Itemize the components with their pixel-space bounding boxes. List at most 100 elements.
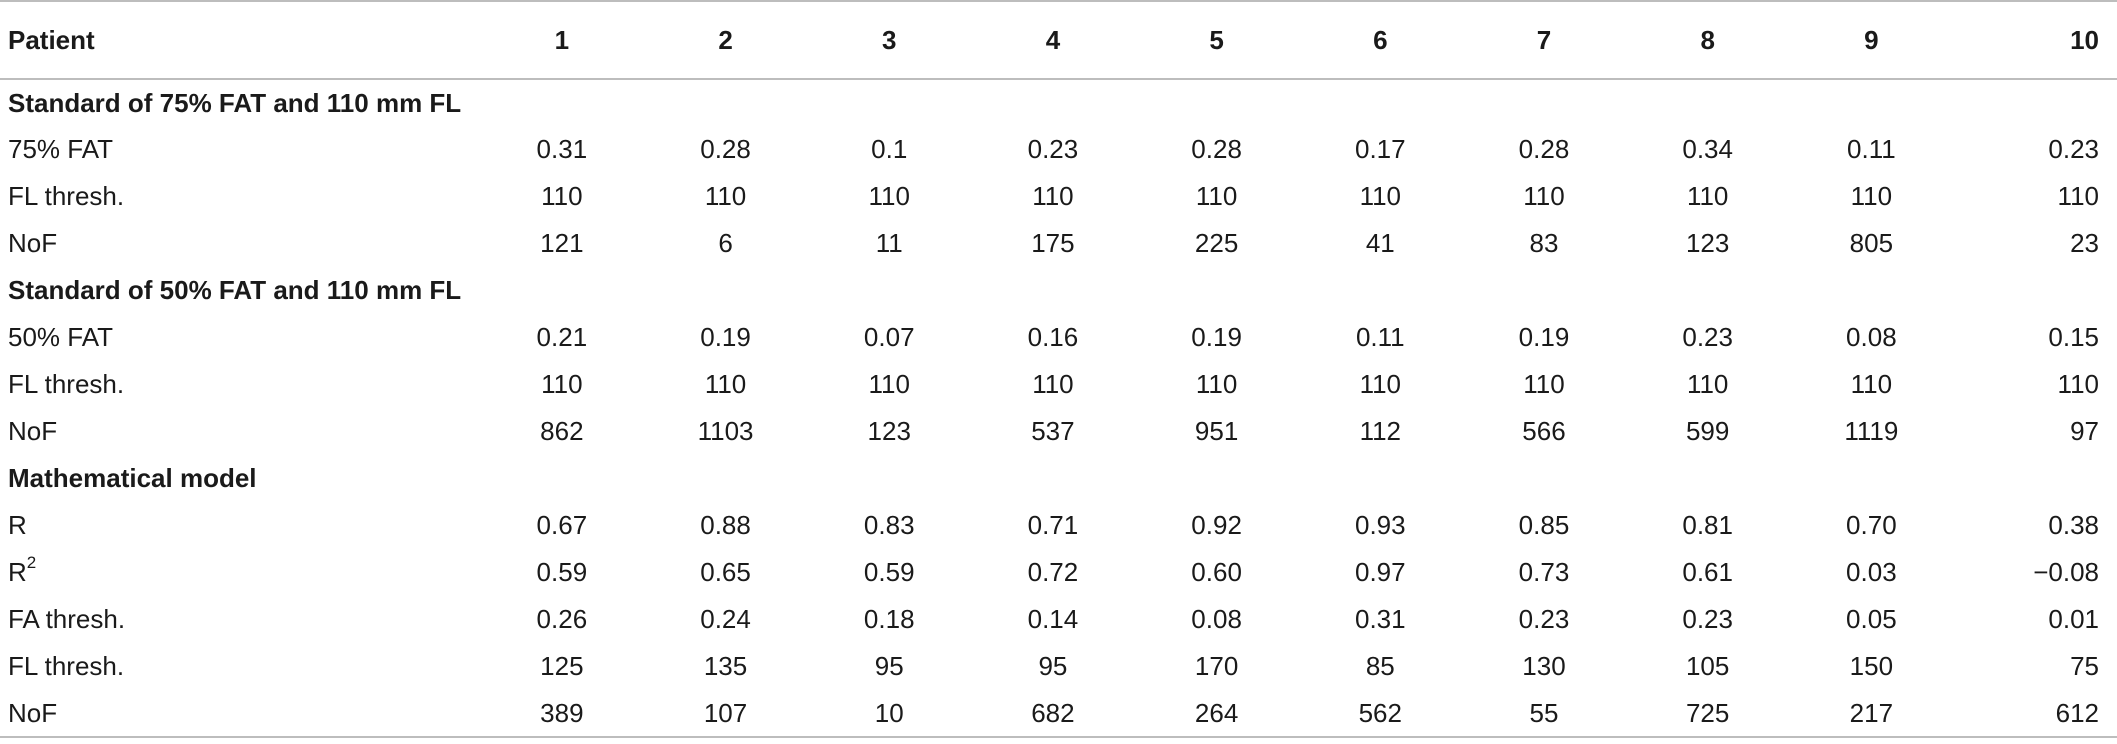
table-cell: 112 xyxy=(1359,416,1402,446)
table-cell: 0.61 xyxy=(1682,557,1733,587)
section-title: Mathematical model xyxy=(8,463,257,493)
table-cell: 105 xyxy=(1685,651,1730,681)
table-cell: 805 xyxy=(1849,228,1894,258)
table-cell: 0.28 xyxy=(700,134,751,164)
table-cell: 225 xyxy=(1194,228,1239,258)
table-cell: 110 xyxy=(1686,181,1729,211)
header-col-1: 1 xyxy=(480,0,644,80)
table-cell: 0.88 xyxy=(700,510,751,540)
row-label-text: R xyxy=(8,557,27,587)
table-cell: 121 xyxy=(540,228,584,258)
table-cell: 0.11 xyxy=(1847,134,1896,164)
row-label: 50% FAT xyxy=(0,314,480,361)
table-cell: 217 xyxy=(1789,690,1954,738)
section-title: Standard of 75% FAT and 110 mm FL xyxy=(8,87,462,118)
table-cell: 0.70 xyxy=(1846,510,1897,540)
table-cell: 0.59 xyxy=(863,557,915,587)
table-cell: 0.23 xyxy=(1682,604,1733,634)
table-cell: 0.67 xyxy=(536,510,588,540)
row-label: FA thresh. xyxy=(0,596,480,643)
row-label-text: 75% FAT xyxy=(8,134,114,164)
table-cell: 0.59 xyxy=(536,557,588,587)
table-row: R 0.67 0.88 0.83 0.71 0.92 0.93 0.85 0.81 0.70 0.3… xyxy=(0,502,2117,549)
header-col-5: 5 xyxy=(1134,0,1299,80)
table-cell: 130 xyxy=(1522,651,1566,681)
table-cell: 110 xyxy=(704,181,747,211)
table-cell: 0.31 xyxy=(1354,604,1406,634)
table-cell: 95 xyxy=(1038,651,1068,681)
header-col-7: 7 xyxy=(1462,0,1626,80)
table-cell: 83 xyxy=(1529,228,1559,258)
table-cell: 0.73 xyxy=(1518,557,1570,587)
table-row: NoF 862 1103 123 537 951 112 566 599 1119 97 xyxy=(0,408,2117,455)
table-cell: 566 xyxy=(1522,416,1566,446)
table-cell: 0.65 xyxy=(700,557,751,587)
table-cell: 0.93 xyxy=(1354,510,1406,540)
table-cell: 725 xyxy=(1625,690,1790,738)
row-label: FL thresh. xyxy=(0,361,480,408)
table-cell: 0.08 xyxy=(1846,322,1897,352)
table-cell: 0.28 xyxy=(1518,134,1570,164)
table-body: Standard of 75% FAT and 110 mm FL 75% FAT… xyxy=(0,79,2117,738)
header-col-10: 10 xyxy=(1953,0,2117,80)
table-cell: 0.23 xyxy=(1027,134,1079,164)
table-cell: 110 xyxy=(1195,369,1238,399)
table-cell: −0.08 xyxy=(2033,557,2099,587)
row-label-text: FL thresh. xyxy=(8,181,125,211)
row-label: R2 xyxy=(0,549,480,596)
row-label-text: R xyxy=(8,510,27,540)
table-cell: 95 xyxy=(874,651,904,681)
table-cell: 264 xyxy=(1134,690,1299,738)
table-row: FL thresh. 110 110 110 110 110 110 110 110 110 110 xyxy=(0,361,2117,408)
table-cell: 110 xyxy=(1523,369,1565,399)
row-label-text: 50% FAT xyxy=(8,322,114,352)
table-row: 75% FAT 0.31 0.28 0.1 0.23 0.28 0.17 0.28 0.34 0.… xyxy=(0,126,2117,173)
row-label-text: NoF xyxy=(8,416,58,446)
table-cell: 0.21 xyxy=(536,322,588,352)
table-cell: 135 xyxy=(703,651,748,681)
header-patient: Patient xyxy=(0,0,481,80)
table-cell: 6 xyxy=(718,228,733,258)
table-cell: 0.23 xyxy=(2048,134,2099,164)
table-cell: 0.23 xyxy=(1518,604,1570,634)
table-cell: 110 xyxy=(541,181,583,211)
table-cell: 75 xyxy=(2070,651,2099,681)
table-cell: 85 xyxy=(1365,651,1395,681)
row-label: R xyxy=(0,502,480,549)
table-cell: 612 xyxy=(1953,690,2117,738)
row-label: NoF xyxy=(0,690,481,738)
table-cell: 682 xyxy=(971,690,1135,738)
table-cell: 41 xyxy=(1365,228,1395,258)
table-cell: 0.31 xyxy=(536,134,588,164)
table-cell: 0.05 xyxy=(1846,604,1897,634)
table-cell: 110 xyxy=(704,369,747,399)
table-cell: 0.83 xyxy=(863,510,915,540)
row-label: FL thresh. xyxy=(0,173,480,220)
table-row: NoF 389 107 10 682 264 562 55 725 217 612 xyxy=(0,690,2117,738)
table-cell: 123 xyxy=(867,416,911,446)
table-cell: 0.14 xyxy=(1027,604,1079,634)
table-cell: 0.26 xyxy=(536,604,588,634)
table-cell: 23 xyxy=(2070,228,2099,258)
table-cell: 110 xyxy=(1032,181,1074,211)
table-cell: 862 xyxy=(540,416,584,446)
table-row: NoF 121 6 11 175 225 41 83 123 805 23 xyxy=(0,220,2117,267)
table-cell: 110 xyxy=(868,181,910,211)
table-row: FL thresh. 125 135 95 95 170 85 130 105 150 75 xyxy=(0,643,2117,690)
header-col-6: 6 xyxy=(1298,0,1463,80)
table-cell: 10 xyxy=(807,690,972,738)
section-row: Standard of 75% FAT and 110 mm FL xyxy=(0,79,2117,126)
header-col-8: 8 xyxy=(1625,0,1790,80)
table-cell: 537 xyxy=(1031,416,1075,446)
table-cell: 110 xyxy=(1686,369,1729,399)
table-cell: 0.28 xyxy=(1191,134,1242,164)
table-cell: 0.19 xyxy=(1191,322,1242,352)
table-cell: 389 xyxy=(480,690,644,738)
table-cell: 0.72 xyxy=(1027,557,1079,587)
table-cell: 0.15 xyxy=(2048,322,2099,352)
header-col-3: 3 xyxy=(807,0,972,80)
table-cell: 123 xyxy=(1685,228,1730,258)
section-title: Standard of 50% FAT and 110 mm FL xyxy=(8,275,462,305)
